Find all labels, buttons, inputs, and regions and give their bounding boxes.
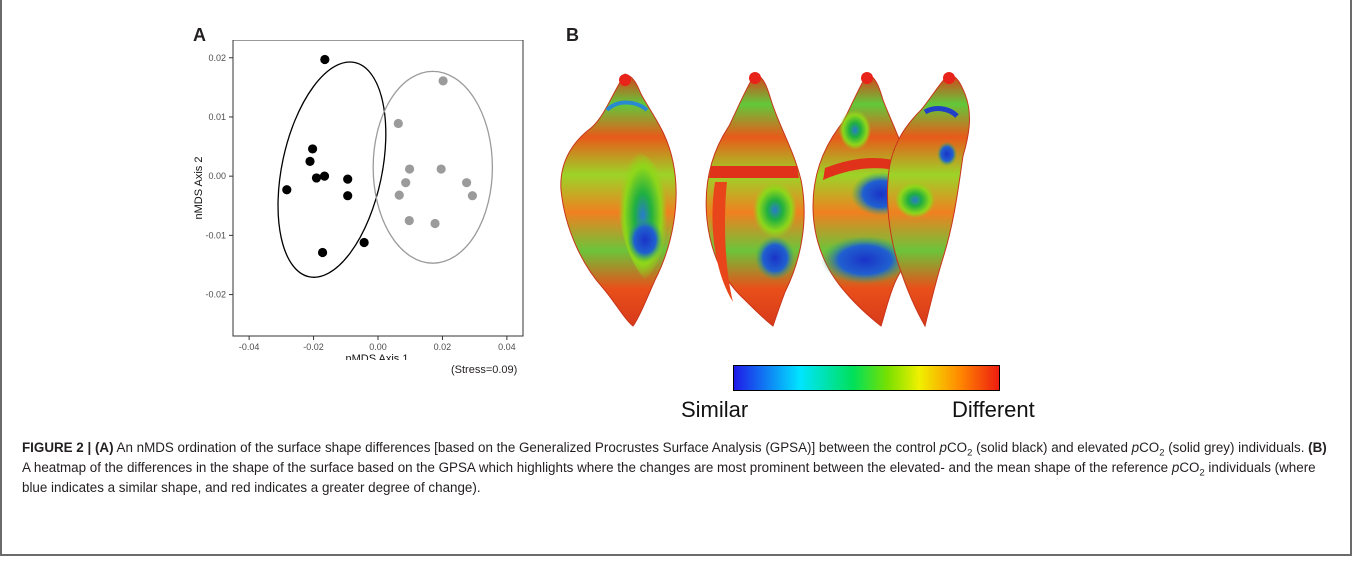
colorbar-label-different: Different	[952, 397, 1035, 422]
data-point-series-1	[401, 178, 411, 188]
data-point-series-0	[359, 237, 369, 248]
data-point-series-1	[394, 190, 404, 200]
x-tick-label: 0.02	[434, 342, 452, 352]
y-tick-label: -0.01	[205, 230, 226, 240]
data-point-series-0	[317, 247, 328, 258]
colorbar-label-similar: Similar	[681, 397, 749, 422]
y-tick-label: 0.02	[208, 53, 226, 63]
caption-p-3: p	[1171, 460, 1180, 475]
caption-figure-label: FIGURE 2 |	[22, 440, 95, 455]
panel-b-label: B	[566, 25, 579, 45]
caption-text-4: A heatmap of the differences in the shap…	[22, 460, 1172, 475]
data-point-series-0	[343, 191, 353, 201]
data-point-series-0	[311, 173, 322, 183]
data-point-series-1	[467, 191, 478, 201]
similarity-color-scale	[733, 365, 1000, 391]
data-point-series-1	[404, 215, 414, 226]
caption-co-3: CO	[1179, 460, 1200, 475]
caption-co-1: CO	[946, 440, 968, 455]
caption-sub-2: 2	[1159, 447, 1165, 459]
data-point-series-1	[404, 164, 415, 174]
caption-sub-1: 2	[967, 447, 973, 459]
plot-frame	[232, 40, 524, 337]
caption-part-a-label: (A)	[94, 440, 114, 455]
y-axis-label: nMDS Axis 2	[193, 157, 205, 220]
y-tick-label: 0.01	[208, 112, 226, 122]
y-tick-label: 0.00	[208, 171, 226, 181]
nmds-scatter-chart: -0.04 -0.02 0.00 0.02 0.04 -0.02 -0.01 0.00 0.01…	[193, 40, 524, 360]
caption-text-5: individuals (where blue indicates a simi…	[22, 460, 1316, 495]
panel-a-label: A	[193, 25, 206, 45]
confidence-ellipse-1	[372, 70, 494, 264]
shell-heatmap-images	[560, 72, 970, 328]
shell-view-1	[560, 73, 677, 327]
x-axis-label: nMDS Axis 1	[346, 353, 409, 360]
data-point-series-0	[282, 185, 292, 195]
caption-p-1: p	[939, 440, 947, 455]
data-point-series-0	[305, 156, 315, 166]
caption-sub-3: 2	[1199, 467, 1205, 479]
data-point-series-1	[393, 118, 403, 129]
figure-caption: FIGURE 2 | (A) An nMDS ordination of the…	[22, 438, 1327, 498]
shell-view-4	[887, 72, 970, 328]
caption-text-3: (solid grey) individuals.	[1164, 440, 1309, 455]
data-point-series-0	[307, 144, 318, 154]
y-tick-label: -0.02	[205, 290, 226, 300]
x-tick-label: 0.04	[498, 342, 516, 352]
shell-view-2	[705, 72, 805, 327]
x-tick-label: 0.00	[369, 342, 387, 352]
caption-text-2: (solid black) and elevated	[972, 440, 1132, 455]
data-point-series-0	[320, 54, 330, 65]
shell-view-3	[812, 72, 916, 327]
caption-text-1: An nMDS ordination of the surface shape …	[113, 440, 940, 455]
data-point-series-1	[438, 76, 448, 86]
caption-part-b-label: (B)	[1308, 440, 1327, 455]
confidence-ellipse-0	[277, 61, 387, 278]
caption-p-2: p	[1131, 440, 1140, 455]
caption-co-2: CO	[1139, 440, 1160, 455]
data-point-series-1	[430, 218, 440, 229]
data-point-series-0	[319, 171, 330, 181]
stress-annotation: (Stress=0.09)	[451, 364, 518, 376]
data-point-series-1	[436, 164, 446, 174]
x-tick-label: -0.02	[303, 342, 324, 352]
x-tick-label: -0.04	[239, 342, 260, 352]
data-point-series-0	[343, 174, 353, 184]
data-point-series-1	[462, 178, 472, 188]
